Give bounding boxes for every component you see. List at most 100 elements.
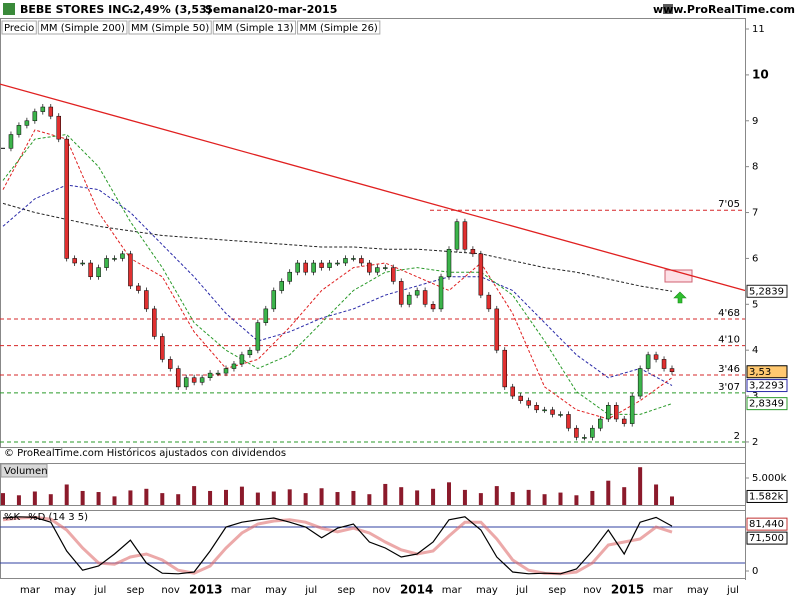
last-value-box [746,517,788,531]
site: www.ProRealTime.com [653,3,795,16]
candle [144,290,149,310]
legend-entry: Precio [4,23,34,34]
x-tick-label: jul [726,585,739,596]
last-value-box [746,365,788,379]
candle [24,120,30,126]
x-tick-label: jul [93,585,106,596]
volume-bar [287,489,292,505]
last-value-box [746,489,788,503]
last-value-box [746,379,788,393]
candle [598,418,603,429]
x-tick-label: nov [372,585,390,596]
candle [191,377,197,383]
y-tick-label: 5 [752,299,758,310]
candle [629,395,635,424]
candle [168,359,173,369]
y-tick-label: 9 [752,116,758,127]
x-tick-label: jul [515,585,528,596]
candle [247,349,253,356]
moving-average [2,129,673,420]
legend-box [1,20,37,35]
volume-bar [64,484,69,505]
candle [199,377,205,383]
legend-box [128,20,212,35]
icon [663,4,673,14]
candle [295,262,300,273]
volume-bar [32,491,37,505]
candle [478,253,484,296]
volume-bar [96,492,101,505]
y-tick-label: 3 [752,391,758,402]
candle [653,354,659,360]
legend-box [212,20,297,35]
candle [406,294,412,305]
candle [175,368,181,388]
volume-bar [415,490,420,505]
volume-bar [383,483,388,505]
header-bar [0,0,800,18]
candle [239,354,245,365]
candle [271,290,277,310]
x-tick-label: 2015 [611,583,644,597]
x-tick-label: sep [337,585,355,596]
last-value-box [746,397,788,411]
candle [40,106,46,112]
last-value-box [746,284,788,298]
volume-bar [399,487,404,505]
logo [3,3,15,15]
x-tick-label: mar [442,585,463,596]
volume-title: Volumen [4,466,48,477]
x-tick-label: sep [548,585,566,596]
legend-entry: MM (Simple 50) [131,23,209,34]
candle [327,262,332,268]
volume-bar [160,493,165,505]
footer: © ProRealTime.com Históricos ajustados c… [4,447,286,459]
level-label: 7'05 [718,199,740,210]
period: Semanal [205,3,258,16]
volume-bar [1,493,5,505]
candle [120,253,125,259]
x-tick-label: jul [304,585,317,596]
x-tick-label: may [54,585,76,596]
legend-box [297,20,381,35]
volume-title-box [0,463,48,478]
volume-bar [192,486,197,505]
last-value-label: 3,53 [749,367,771,378]
candle [470,248,476,255]
trendline [0,83,746,292]
candle [637,368,643,397]
last-value-label: 81,440 [749,519,784,530]
candle [88,262,93,278]
candle [279,281,284,291]
last-value-label: 71,500 [749,533,784,544]
candle [614,404,619,420]
y-tick-label: 5.000k [752,473,787,484]
candle [574,427,579,438]
candle [375,267,380,273]
y-tick-label: 6 [752,253,758,264]
volume-bar [176,494,181,505]
change: -2,49% (3,53) [128,3,212,16]
volume-bar [542,494,547,505]
volume-bar [367,494,372,505]
volume-bar [224,489,228,505]
volume-bar [510,492,515,505]
candle [303,262,308,273]
last-value-label: 2,8349 [749,399,784,410]
candle [128,253,133,287]
candle [183,377,189,388]
candle [112,258,117,260]
y-tick-label: 2 [752,437,758,448]
candle [48,106,54,117]
volume-bar [478,493,483,505]
last-value-box [746,531,788,545]
candle [518,395,523,401]
x-tick-label: may [687,585,709,596]
volume-bar [431,488,436,505]
level-label: 4'10 [718,335,740,346]
candle [8,134,14,149]
candle [398,281,404,305]
legend-entry: %D (14 3 5) [28,512,88,523]
volume-bar [319,488,324,505]
